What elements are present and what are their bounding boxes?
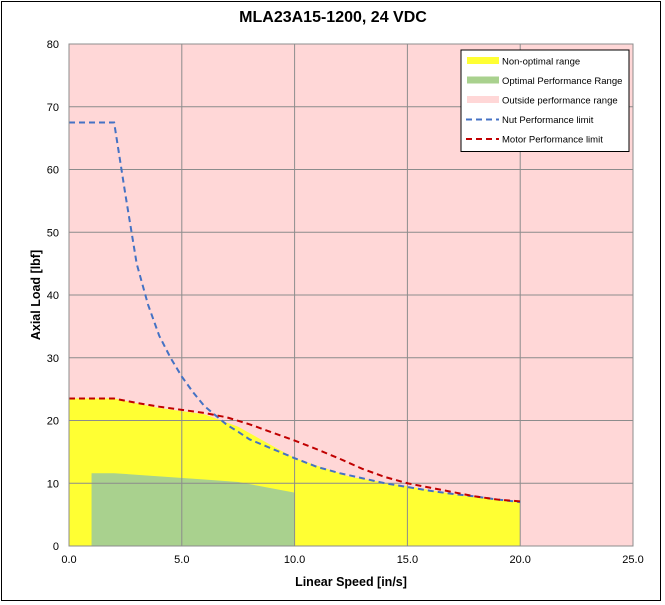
legend-label: Nut Performance limit [502, 115, 594, 126]
y-tick-label: 80 [47, 39, 59, 51]
legend-entry-outside-performance-range: Outside performance range [467, 96, 618, 107]
y-tick-label: 20 [47, 416, 59, 428]
y-tick-labels: 0 10 20 30 40 50 60 70 80 [47, 39, 59, 553]
y-tick-label: 50 [47, 227, 59, 239]
line-nut-performance-limit [69, 121, 521, 504]
x-tick-label: 0.0 [61, 554, 76, 566]
line-motor-performance-limit [69, 397, 521, 503]
legend-entry-nut-performance-limit: Nut Performance limit [466, 115, 594, 126]
legend-label: Non-optimal range [502, 57, 580, 68]
x-tick-labels: 0.0 5.0 10.0 15.0 20.0 25.0 [61, 554, 643, 566]
legend: Non-optimal range Optimal Performance Ran… [460, 49, 630, 152]
y-tick-label: 40 [47, 290, 59, 302]
x-tick-label: 25.0 [622, 554, 643, 566]
legend-swatch [467, 96, 499, 103]
y-tick-label: 60 [47, 165, 59, 177]
line-layer [69, 121, 521, 504]
y-tick-label: 0 [53, 541, 59, 553]
y-tick-label: 30 [47, 353, 59, 365]
x-axis-label: Linear Speed [in/s] [295, 575, 407, 589]
chart-title: MLA23A15-1200, 24 VDC [239, 9, 427, 26]
y-tick-label: 10 [47, 478, 59, 490]
area-optimal-performance-range [91, 473, 295, 546]
x-tick-label: 5.0 [174, 554, 189, 566]
x-tick-label: 15.0 [397, 554, 418, 566]
x-tick-label: 10.0 [284, 554, 305, 566]
legend-swatch [467, 76, 499, 84]
legend-swatch [467, 57, 499, 64]
legend-entry-non-optimal-range: Non-optimal range [467, 57, 580, 68]
y-tick-label: 70 [47, 102, 59, 114]
legend-entry-optimal-performance-range: Optimal Performance Range [467, 76, 622, 87]
plot-area-border [68, 43, 634, 547]
x-tick-label: 20.0 [509, 554, 530, 566]
y-axis-label: Axial Load [lbf] [29, 250, 43, 340]
legend-entry-motor-performance-limit: Motor Performance limit [466, 135, 603, 146]
legend-label: Outside performance range [502, 96, 618, 107]
legend-label: Optimal Performance Range [502, 76, 622, 87]
legend-label: Motor Performance limit [502, 135, 603, 146]
